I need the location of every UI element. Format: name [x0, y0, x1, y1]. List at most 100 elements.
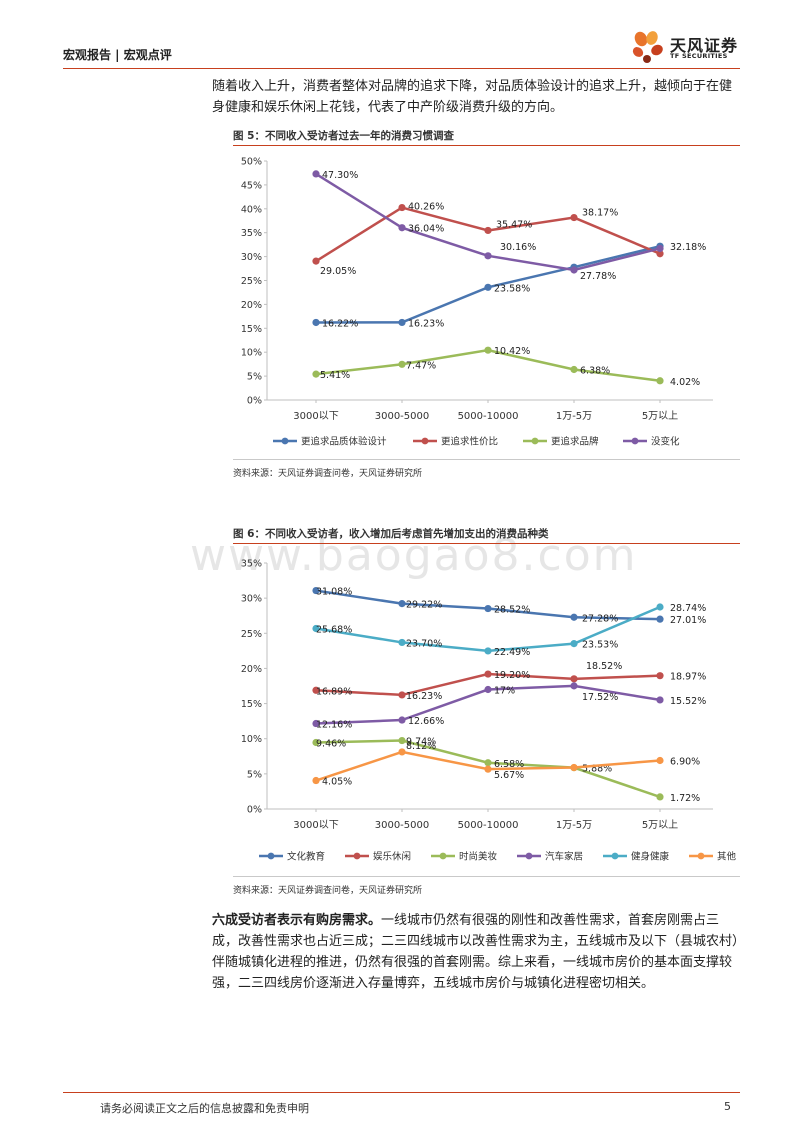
fig6-data-label: 28.52%: [494, 605, 530, 616]
fig6-data-point: [484, 685, 492, 694]
fig6-data-label: 9.46%: [316, 739, 346, 750]
fig6-data-point: [398, 691, 406, 699]
fig6-y-tick-label: 15%: [241, 699, 262, 710]
fig6-data-label: 12.16%: [316, 720, 352, 731]
fig6-data-point: [656, 793, 664, 801]
fig5-data-point: [656, 250, 664, 258]
fig6-data-label: 16.89%: [316, 686, 352, 697]
fig5-data-point: [570, 266, 578, 274]
fig6-x-tick-label: 5000-10000: [458, 820, 519, 831]
fig5-y-tick-label: 35%: [241, 228, 262, 239]
fig6-data-label: 22.49%: [494, 647, 530, 658]
fig5-data-label: 35.47%: [496, 219, 532, 230]
fig6-data-label: 18.97%: [670, 672, 706, 683]
fig5-data-label: 7.47%: [406, 360, 436, 371]
fig5-legend-label: 更追求品质体验设计: [301, 436, 387, 448]
fig6-data-point: [484, 604, 492, 613]
fig5-data-point: [312, 170, 320, 178]
figure-5-title-underline: [233, 145, 740, 146]
fig5-data-point: [484, 226, 492, 235]
fig5-x-tick-label: 5000-10000: [458, 411, 519, 422]
company-logo: 天风证券 TF SECURITIES: [628, 30, 740, 66]
fig6-data-point: [312, 776, 320, 785]
fig6-y-tick-label: 35%: [241, 559, 262, 570]
fig6-data-label: 17%: [494, 686, 515, 697]
fig6-x-tick-label: 3000-5000: [375, 820, 430, 831]
fig6-legend-marker: [267, 852, 275, 860]
figure-6-source-divider: [233, 876, 740, 877]
fig5-data-point: [484, 346, 492, 354]
fig6-data-label: 19.20%: [494, 670, 530, 681]
fig6-legend-label: 娱乐休闲: [373, 851, 411, 863]
fig5-legend-label: 更追求性价比: [441, 436, 498, 448]
fig6-y-tick-label: 20%: [241, 664, 262, 675]
fig6-data-point: [656, 615, 664, 623]
fig6-data-label: 15.52%: [670, 696, 706, 707]
fig6-data-label: 6.90%: [670, 757, 700, 768]
fig5-legend-marker: [631, 437, 639, 445]
fig6-legend-marker: [525, 852, 533, 860]
logo-text-en: TF SECURITIES: [670, 52, 728, 60]
fig5-legend-label: 更追求品牌: [551, 436, 599, 448]
fig6-data-point: [570, 613, 578, 621]
fig6-data-label: 25.68%: [316, 625, 352, 636]
fig6-legend-marker: [439, 852, 447, 860]
fig5-data-point: [484, 283, 492, 291]
fig6-data-point: [312, 624, 320, 633]
fig5-y-tick-label: 0%: [247, 396, 262, 407]
fig6-data-label: 27.28%: [582, 613, 618, 624]
fig5-y-tick-label: 25%: [241, 276, 262, 287]
fig6-data-point: [484, 670, 492, 678]
fig6-data-label: 18.52%: [586, 661, 622, 672]
fig6-legend-label: 其他: [717, 851, 737, 863]
fig5-data-point: [398, 224, 406, 232]
fig5-y-tick-label: 30%: [241, 252, 262, 263]
figure-6-title: 图 6：不同收入受访者，收入增加后考虑首先增加支出的消费品种类: [233, 528, 549, 540]
fig5-data-label: 10.42%: [494, 346, 530, 357]
fig6-data-point: [656, 696, 664, 704]
fig5-legend-label: 没变化: [651, 436, 680, 448]
figure-6-line-chart: 0% 5% 10% 15% 20% 25% 30% 35% 3000以下 3000-5000 500…: [241, 559, 737, 863]
fig5-data-label: 27.78%: [580, 271, 616, 282]
fig5-data-label: 30.16%: [500, 242, 536, 253]
fig5-data-point: [656, 244, 664, 253]
fig6-data-point: [570, 763, 578, 772]
fig6-legend-marker: [697, 852, 705, 860]
fig5-y-tick-label: 20%: [241, 300, 262, 311]
fig6-data-label: 23.53%: [582, 640, 618, 651]
fig6-data-label: 31.08%: [316, 587, 352, 598]
conclusion-lead: 六成受访者表示有购房需求。: [212, 913, 382, 928]
fig6-data-label: 27.01%: [670, 615, 706, 626]
fig6-data-label: 8.12%: [406, 741, 436, 752]
fig6-data-label: 29.22%: [406, 600, 442, 611]
fig5-data-point: [656, 377, 664, 385]
figure-6-source: 资料来源：天风证券调查问卷，天风证券研究所: [233, 886, 423, 896]
fig6-y-tick-label: 30%: [241, 594, 262, 605]
fig6-data-point: [312, 686, 320, 694]
fig6-data-label: 23.70%: [406, 638, 442, 649]
fig5-data-point: [398, 318, 406, 327]
fig5-data-label: 40.26%: [408, 202, 444, 213]
fig5-x-tick-label: 3000以下: [293, 411, 338, 422]
fig6-x-tick-label: 1万-5万: [556, 820, 592, 831]
fig6-legend-label: 健身健康: [631, 851, 670, 863]
fig5-data-point: [484, 252, 492, 260]
fig6-data-label: 12.66%: [408, 716, 444, 727]
fig5-data-label: 16.22%: [322, 318, 358, 329]
fig6-data-point: [484, 647, 492, 655]
fig5-data-label: 16.23%: [408, 318, 444, 329]
fig6-data-label: 1.72%: [670, 793, 700, 804]
fig6-data-point: [398, 638, 406, 647]
figure-5-source-divider: [233, 459, 740, 460]
fig6-data-point: [570, 640, 578, 648]
fig5-data-point: [398, 203, 406, 212]
fig5-data-point: [312, 257, 320, 265]
fig5-y-tick-label: 40%: [241, 204, 262, 215]
fig5-x-tick-label: 1万-5万: [556, 411, 592, 422]
fig6-y-tick-label: 25%: [241, 629, 262, 640]
fig6-data-point: [656, 756, 664, 765]
fig6-x-tick-label: 3000以下: [293, 820, 338, 831]
fig5-data-label: 4.02%: [670, 377, 700, 388]
fig5-data-label: 32.18%: [670, 242, 706, 253]
conclusion-paragraph: 六成受访者表示有购房需求。一线城市仍然有很强的刚性和改善性需求，首套房刚需占三成…: [212, 910, 740, 994]
